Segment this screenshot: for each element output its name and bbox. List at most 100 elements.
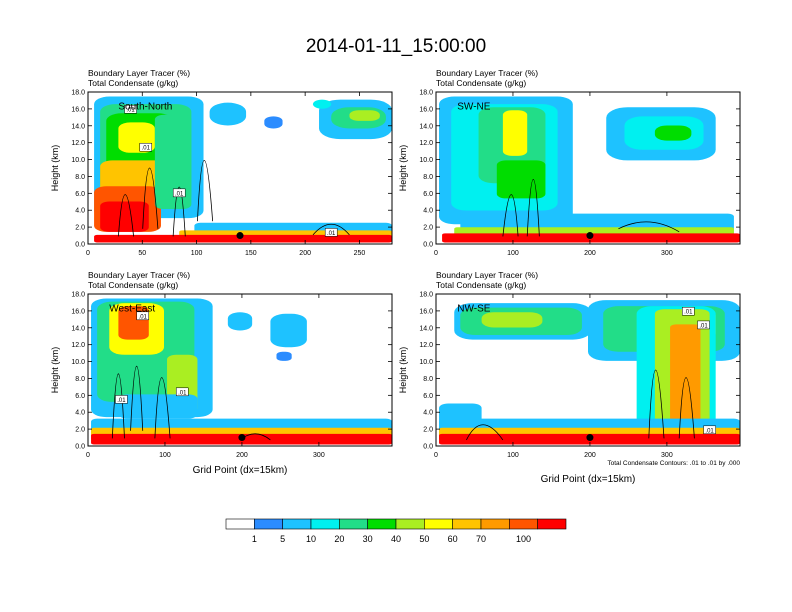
x-tick-label: 300 <box>661 250 673 257</box>
colorbar-swatch <box>452 518 482 530</box>
field-shading <box>439 300 740 445</box>
panel-title-line2: Total Condensate (g/kg) <box>436 280 526 290</box>
colorbar-swatch <box>310 518 340 530</box>
colorbar-label: 30 <box>363 534 373 544</box>
y-tick-label: 8.0 <box>423 174 433 181</box>
contour-line <box>111 373 125 439</box>
contour-label-box <box>682 306 695 316</box>
contour-line <box>312 223 350 236</box>
colorbar-swatch <box>225 518 255 530</box>
location-marker <box>236 232 244 240</box>
panel-title-line1: Boundary Layer Tracer (%) <box>88 270 190 280</box>
x-tick-label: 100 <box>159 452 171 459</box>
x-tick-label: 0 <box>434 452 438 459</box>
panel-title-line2: Total Condensate (g/kg) <box>88 78 178 88</box>
condensate-contours <box>502 179 680 237</box>
contour-label-box <box>139 142 153 152</box>
colorbar-swatch <box>480 518 510 530</box>
contour-label-box <box>124 104 137 114</box>
contour-line <box>130 365 144 431</box>
contour-line <box>466 424 504 441</box>
panel-title-line2: Total Condensate (g/kg) <box>88 280 178 290</box>
y-tick-label: 18.0 <box>419 90 433 97</box>
contour-label: .01 <box>117 398 126 404</box>
x-tick-label: 200 <box>584 452 596 459</box>
contour-label-box <box>115 395 128 404</box>
y-tick-label: 2.0 <box>423 225 433 232</box>
y-tick-label: 10.0 <box>419 359 433 366</box>
x-tick-label: 0 <box>434 250 438 257</box>
field-patch <box>481 312 543 328</box>
contour-label-box <box>697 320 710 330</box>
y-tick-label: 14.0 <box>71 123 85 130</box>
y-axis-label: Height (km) <box>50 347 60 394</box>
colorbar-swatch <box>367 518 397 530</box>
panel-title-line1: Boundary Layer Tracer (%) <box>436 270 538 280</box>
x-tick-label: 100 <box>507 250 519 257</box>
field-patch <box>276 351 292 361</box>
colorbar-label: 60 <box>448 534 458 544</box>
y-tick-label: 10.0 <box>71 157 85 164</box>
location-marker <box>586 232 594 240</box>
field-patch <box>100 201 149 232</box>
y-axis-label: Height (km) <box>50 145 60 192</box>
field-patch <box>496 160 546 199</box>
contour-line <box>118 194 134 237</box>
contour-label-box <box>172 188 186 198</box>
field-patch <box>349 110 380 121</box>
contour-label-box <box>324 228 338 237</box>
x-tick-label: 100 <box>191 250 203 257</box>
y-tick-label: 8.0 <box>423 376 433 383</box>
y-tick-label: 2.0 <box>75 225 85 232</box>
y-tick-label: 0.0 <box>423 444 433 451</box>
y-tick-label: 8.0 <box>75 174 85 181</box>
colorbar-swatch <box>282 518 312 530</box>
colorbar-label: 70 <box>476 534 486 544</box>
contour-note: Total Condensate Contours: .01 to .01 by… <box>607 460 740 467</box>
y-tick-label: 12.0 <box>71 140 85 147</box>
contour-label: .01 <box>684 310 693 316</box>
field-patch <box>227 312 253 331</box>
contour-label: .01 <box>142 146 151 152</box>
plot-frame <box>435 293 741 447</box>
contour-label: .01 <box>175 191 184 197</box>
y-tick-label: 16.0 <box>71 106 85 113</box>
y-tick-label: 10.0 <box>419 157 433 164</box>
colorbar-label: 5 <box>280 534 285 544</box>
colorbar-swatch <box>395 518 425 530</box>
y-axis-label: Height (km) <box>398 145 408 192</box>
panel-name: NW-SE <box>457 304 490 315</box>
y-tick-label: 16.0 <box>419 308 433 315</box>
contour-label: .01 <box>699 323 708 329</box>
y-tick-label: 0.0 <box>75 444 85 451</box>
y-tick-label: 4.0 <box>75 208 85 215</box>
colorbar-swatch <box>339 518 368 530</box>
colorbar-label: 40 <box>391 534 401 544</box>
panel-sw-ne: SW-NE Boundary Layer Tracer (%)Total Cond… <box>398 68 741 257</box>
colorbar-swatch <box>254 518 283 530</box>
contour-label-box <box>136 311 149 321</box>
contour-label: .01 <box>139 314 148 320</box>
y-tick-label: 0.0 <box>75 242 85 249</box>
x-axis-label: Grid Point (dx=15km) <box>193 465 288 476</box>
contour-line <box>172 186 186 237</box>
x-tick-label: 250 <box>354 250 366 257</box>
field-shading <box>439 96 740 243</box>
y-tick-label: 4.0 <box>423 208 433 215</box>
field-patch <box>209 102 247 126</box>
contour-line <box>526 179 540 237</box>
panel-name: SW-NE <box>457 102 490 113</box>
contour-label: .01 <box>705 428 714 434</box>
x-tick-label: 300 <box>313 452 325 459</box>
field-patch <box>670 324 701 437</box>
colorbar-label: 1 <box>252 534 257 544</box>
x-tick-label: 50 <box>138 250 146 257</box>
panel-title-line1: Boundary Layer Tracer (%) <box>436 68 538 78</box>
y-tick-label: 18.0 <box>419 292 433 299</box>
contour-line <box>142 167 159 229</box>
contour-line <box>618 221 680 233</box>
condensate-contours <box>466 369 695 441</box>
y-tick-label: 16.0 <box>71 308 85 315</box>
